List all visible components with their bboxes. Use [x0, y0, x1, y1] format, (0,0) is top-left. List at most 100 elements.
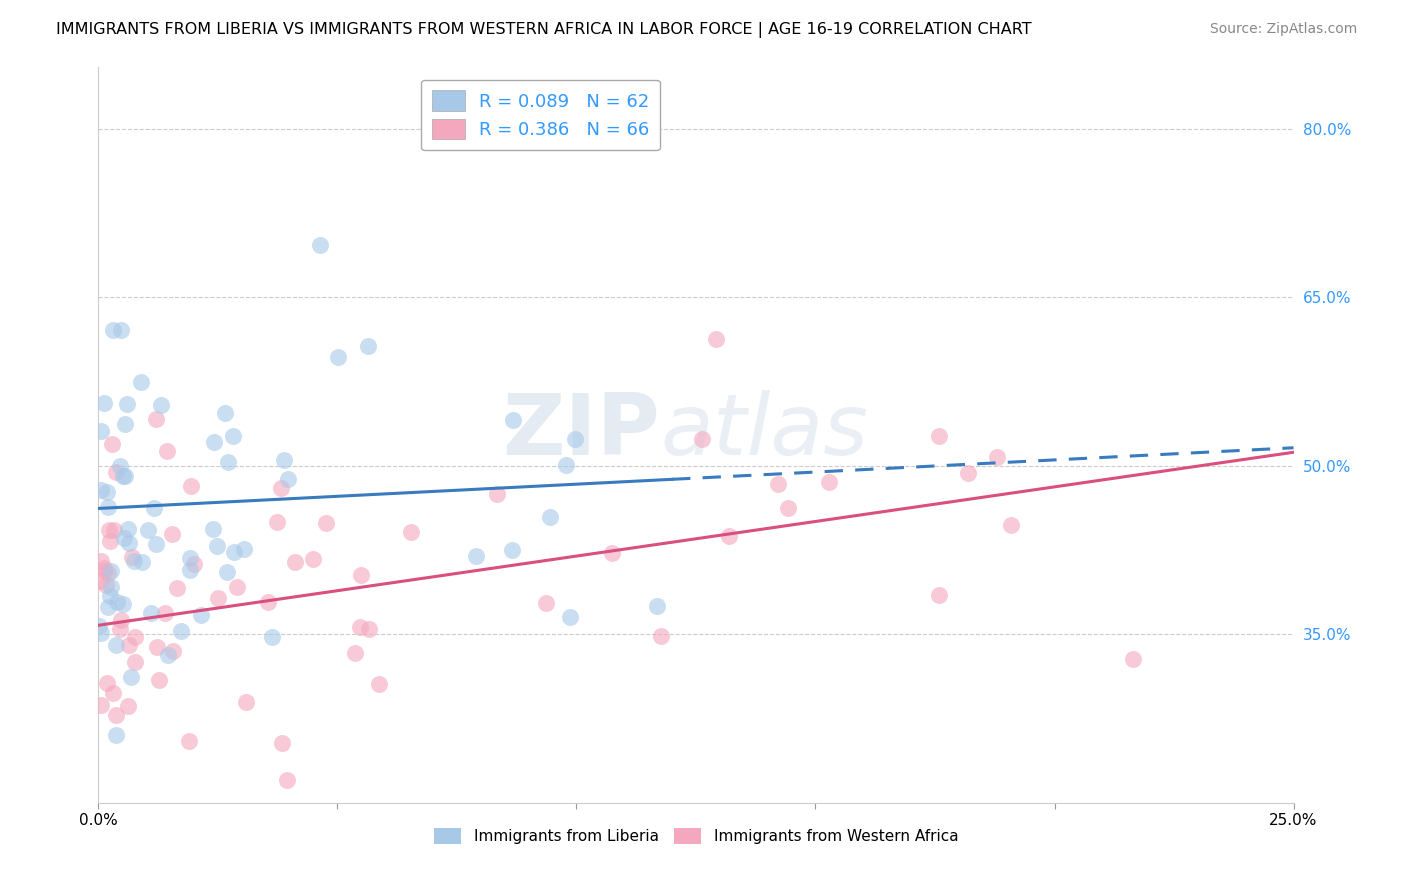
- Point: [183, 557, 205, 571]
- Point: [343, 646, 366, 660]
- Point: [928, 588, 950, 602]
- Point: [350, 568, 373, 582]
- Point: [145, 412, 167, 426]
- Point: [90, 626, 112, 640]
- Point: [120, 670, 142, 684]
- Point: [399, 525, 422, 540]
- Point: [100, 565, 122, 579]
- Point: [257, 594, 280, 608]
- Point: [1122, 652, 1144, 666]
- Point: [90, 483, 112, 498]
- Point: [117, 522, 139, 536]
- Point: [368, 676, 391, 690]
- Point: [110, 613, 132, 627]
- Point: [270, 481, 292, 495]
- Point: [110, 323, 132, 337]
- Point: [202, 435, 225, 450]
- Point: [276, 773, 298, 788]
- Point: [645, 599, 668, 614]
- Point: [104, 728, 127, 742]
- Point: [97, 566, 120, 581]
- Point: [308, 238, 330, 252]
- Text: Source: ZipAtlas.com: Source: ZipAtlas.com: [1209, 22, 1357, 37]
- Point: [104, 708, 127, 723]
- Point: [928, 428, 950, 442]
- Point: [118, 638, 141, 652]
- Point: [141, 606, 163, 620]
- Point: [93, 564, 115, 578]
- Point: [271, 736, 294, 750]
- Point: [149, 398, 172, 412]
- Point: [485, 486, 508, 500]
- Point: [555, 458, 578, 473]
- Point: [560, 610, 582, 624]
- Point: [129, 375, 152, 389]
- Point: [284, 556, 307, 570]
- Point: [162, 527, 184, 541]
- Point: [143, 500, 166, 515]
- Point: [98, 534, 121, 549]
- Point: [155, 606, 177, 620]
- Point: [180, 479, 202, 493]
- Point: [90, 554, 112, 568]
- Point: [778, 500, 800, 515]
- Point: [111, 597, 134, 611]
- Point: [650, 629, 672, 643]
- Point: [101, 437, 124, 451]
- Point: [986, 450, 1008, 464]
- Point: [105, 595, 128, 609]
- Point: [98, 523, 121, 537]
- Point: [222, 428, 245, 442]
- Point: [266, 515, 288, 529]
- Text: ZIP: ZIP: [502, 390, 661, 473]
- Point: [357, 622, 380, 636]
- Point: [226, 580, 249, 594]
- Legend: Immigrants from Liberia, Immigrants from Western Africa: Immigrants from Liberia, Immigrants from…: [427, 822, 965, 850]
- Point: [96, 675, 118, 690]
- Point: [501, 543, 523, 558]
- Point: [690, 433, 713, 447]
- Point: [956, 467, 979, 481]
- Point: [465, 549, 488, 564]
- Point: [704, 332, 727, 346]
- Point: [564, 433, 586, 447]
- Point: [179, 563, 201, 577]
- Point: [110, 458, 132, 473]
- Point: [131, 555, 153, 569]
- Point: [114, 417, 136, 431]
- Point: [766, 476, 789, 491]
- Point: [170, 624, 193, 638]
- Point: [112, 531, 135, 545]
- Point: [104, 465, 127, 479]
- Point: [156, 444, 179, 458]
- Point: [217, 455, 239, 469]
- Point: [207, 591, 229, 605]
- Point: [114, 469, 136, 483]
- Point: [315, 516, 337, 531]
- Point: [536, 596, 558, 610]
- Point: [112, 469, 135, 483]
- Point: [214, 406, 236, 420]
- Point: [93, 396, 115, 410]
- Point: [277, 472, 299, 486]
- Point: [156, 648, 179, 662]
- Point: [148, 673, 170, 687]
- Point: [190, 607, 212, 622]
- Point: [1000, 517, 1022, 532]
- Point: [326, 350, 349, 364]
- Point: [162, 644, 184, 658]
- Point: [235, 695, 257, 709]
- Point: [177, 734, 200, 748]
- Point: [105, 638, 128, 652]
- Point: [89, 619, 111, 633]
- Point: [222, 545, 245, 559]
- Point: [273, 452, 295, 467]
- Point: [101, 323, 124, 337]
- Point: [97, 500, 120, 514]
- Point: [233, 542, 256, 557]
- Point: [103, 524, 125, 538]
- Point: [122, 554, 145, 568]
- Point: [124, 655, 146, 669]
- Point: [93, 561, 115, 575]
- Point: [118, 536, 141, 550]
